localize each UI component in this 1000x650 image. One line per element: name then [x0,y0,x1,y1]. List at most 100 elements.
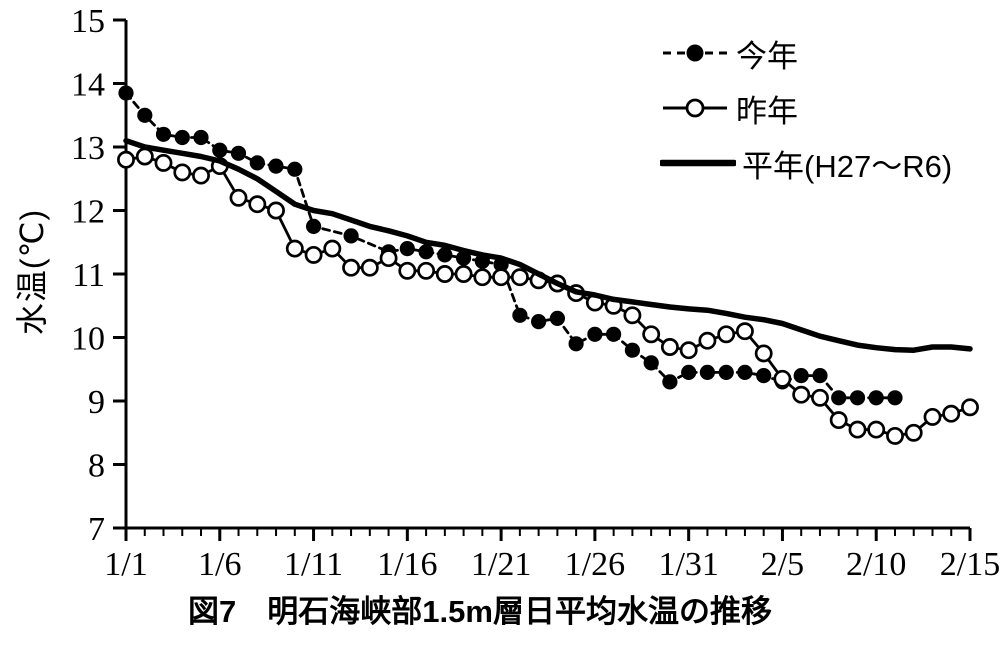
series-last-year-point [717,325,736,344]
series-last-year-point [173,163,192,182]
series-last-year-point [886,426,904,445]
x-tick-label: 1/21 [471,546,531,583]
series-this-year-point [249,155,265,171]
series-last-year-point [248,195,267,214]
series-this-year-point [212,142,228,158]
series-this-year-point [662,374,678,390]
series-last-year-point [811,388,829,407]
legend-marker-normal-year-icon [660,159,736,167]
legend-label-this-year: 今年 [736,38,798,74]
series-last-year-point [267,201,285,220]
series-last-year-point [942,404,961,423]
series-this-year-point [399,241,415,257]
series-this-year-point [137,107,153,123]
series-this-year-point [681,364,697,380]
legend-label-last-year: 昨年 [736,93,798,129]
series-last-year-line [124,155,972,438]
series-this-year-point [868,390,884,406]
series-this-year-point [849,390,866,406]
series-this-year-point [587,326,603,342]
series-this-year-point [887,390,903,406]
series-last-year-point [904,423,923,442]
chart-title: 図7 明石海峡部1.5m層日平均水温の推移 [188,594,772,629]
series-last-year-point [304,245,323,264]
y-tick-label: 9 [88,384,105,421]
series-last-year-point [285,239,304,258]
series-last-year-point [961,398,979,417]
series-last-year-point [510,268,529,287]
series-this-year-point [606,326,622,342]
series-this-year-point [437,247,453,263]
series-last-year-point [360,258,379,277]
series-this-year-point [456,250,472,266]
series-last-year-point [417,261,436,280]
y-tick-label: 7 [88,511,105,548]
series-this-year-line [124,91,897,400]
series-last-year-point [135,147,154,166]
legend-label-normal-year: 平年(H27～R6) [742,148,953,184]
legend-marker-last-year-icon [663,98,727,118]
series-last-year-point [192,166,210,185]
series-this-year-point [118,85,134,101]
series-this-year-point [756,368,772,384]
series-last-year-point [229,188,248,207]
series-this-year-point [643,355,659,371]
series-last-year-point [660,338,679,356]
series-last-year-point [867,420,886,439]
legend-entry-normal-year: 平年(H27～R6) [660,144,952,184]
series-this-year-point [268,158,284,174]
series-last-year-point [323,239,342,258]
y-axis-label: 水温(℃) [14,208,50,336]
series-last-year-point [492,268,511,287]
series-this-year-point [230,145,247,161]
series-this-year-point [306,218,322,234]
y-tick-label: 13 [71,130,105,167]
legend-marker-this-year-icon [663,44,727,62]
x-tick-label: 2/15 [940,546,1000,583]
series-this-year-point [531,314,547,330]
x-tick-label: 2/5 [761,546,804,583]
x-tick-label: 2/10 [846,546,906,583]
series-last-year-point [154,153,173,172]
y-tick-label: 11 [72,257,105,294]
series-this-year-point [343,228,359,244]
series-last-year-point [735,322,754,341]
x-tick-label: 1/11 [284,546,343,583]
series-last-year-point [623,306,642,325]
series-this-year-point [831,390,847,406]
series-last-year-point [923,407,942,426]
series-this-year-point [193,129,209,146]
series-this-year-point [174,129,190,146]
x-tick-label: 1/6 [198,546,241,583]
y-tick-label: 14 [71,67,105,104]
series-last-year-point [379,249,398,268]
series-last-year [117,147,979,445]
legend: 今年 昨年 平年(H27～R6) [660,34,952,184]
series-this-year-point [699,364,716,380]
series-last-year-point [435,265,454,283]
legend-entry-last-year: 昨年 [660,89,952,129]
series-last-year-point [454,265,473,283]
x-tick-label: 1/31 [658,546,718,583]
series-normal-year-line [123,137,973,353]
series-last-year-point [792,385,811,404]
series-this-year-point [718,364,734,380]
series-last-year-point [679,341,698,360]
y-tick-label: 10 [71,321,105,358]
y-tick-label: 15 [71,3,105,40]
series-last-year-point [698,331,717,350]
series-last-year-point [398,261,417,280]
series-this-year-point [549,310,566,326]
series-this-year-point [793,368,809,384]
series-this-year-point [737,364,753,380]
series-normal-year [123,137,973,353]
series-last-year-point [642,325,661,344]
series-last-year-point [342,258,361,277]
series-this-year-point [568,336,584,352]
x-tick-label: 1/1 [104,546,147,583]
legend-entry-this-year: 今年 [660,34,952,74]
x-tick-label: 1/26 [565,546,625,583]
series-last-year-point [754,344,773,363]
